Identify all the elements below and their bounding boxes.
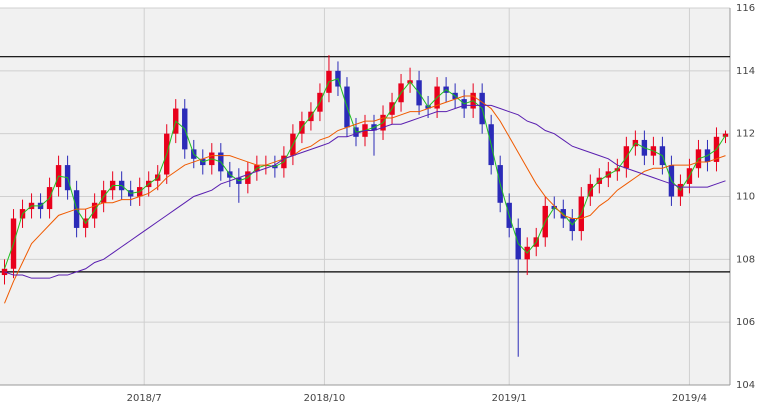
y-tick-label: 112 [736,129,755,140]
x-tick-label: 2018/10 [304,393,346,404]
x-tick-label: 2018/7 [127,393,162,404]
x-tick-label: 2019/4 [672,393,707,404]
y-tick-label: 104 [736,380,755,391]
moving-average-line [4,104,726,279]
y-tick-label: 116 [736,3,755,14]
y-tick-label: 108 [736,254,755,265]
y-tick-label: 110 [736,192,755,203]
x-tick-label: 2019/1 [492,393,527,404]
y-tick-label: 114 [736,66,755,77]
moving-average-line [4,95,726,304]
y-tick-label: 106 [736,317,755,328]
